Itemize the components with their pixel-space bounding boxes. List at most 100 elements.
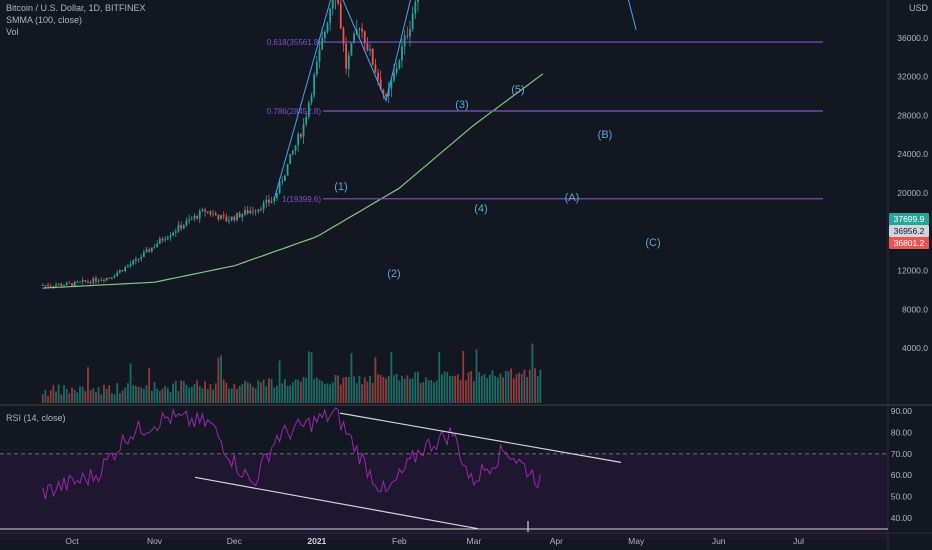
wave-label: (4) [474, 203, 487, 215]
candle-body [270, 201, 273, 203]
x-tick-label: Apr [550, 536, 563, 546]
volume-bar [105, 388, 108, 403]
candle-body [116, 272, 119, 276]
volume-bar [483, 374, 486, 403]
volume-bar [166, 387, 169, 403]
candle-body [196, 215, 198, 219]
candle-body [108, 277, 111, 279]
volume-bar [371, 382, 374, 403]
volume-bar [435, 380, 438, 403]
volume-bar [496, 377, 499, 403]
volume-bar [315, 377, 318, 403]
candle-body [377, 72, 379, 80]
candle-body [121, 270, 124, 272]
volume-bar [201, 388, 204, 403]
volume-bar [164, 385, 167, 403]
fib-level-label: 0.618(35561.8) [267, 38, 322, 47]
candle-body [95, 278, 97, 282]
volume-bar [536, 375, 539, 403]
volume-bar [100, 394, 103, 403]
volume-bar [47, 395, 49, 403]
volume-bar [79, 386, 81, 403]
candle-body [190, 218, 193, 220]
volume-bar [137, 386, 140, 403]
volume-bar [414, 372, 417, 403]
candle-body [331, 0, 334, 9]
volume-bar [111, 393, 113, 403]
candle-body [148, 249, 151, 252]
smma-legend: SMMA (100, close) [6, 15, 83, 25]
candle-body [390, 80, 393, 89]
candle-body [318, 49, 321, 62]
volume-bar [480, 375, 483, 403]
volume-bar [502, 377, 505, 403]
volume-bar [84, 391, 87, 403]
candle-body [222, 215, 225, 217]
volume-bar [321, 381, 324, 403]
volume-bar [361, 384, 363, 403]
volume-bar [350, 353, 353, 403]
candle-body [52, 285, 55, 287]
volume-bar [244, 380, 246, 403]
candle-body [103, 280, 105, 281]
volume-bar [534, 368, 536, 403]
wave-label: (5) [511, 84, 524, 96]
volume-bar [366, 381, 369, 403]
volume-bar [225, 382, 228, 403]
candle-body [417, 0, 419, 2]
volume-bar [254, 388, 257, 403]
candle-body [169, 235, 172, 238]
rsi-band [0, 453, 888, 540]
volume-bar [377, 374, 379, 403]
price-badge-2-bg [889, 225, 929, 237]
candle-body [339, 3, 342, 29]
volume-bar [523, 369, 526, 403]
candle-body [217, 215, 220, 220]
candle-body [79, 281, 81, 283]
volume-bar [265, 386, 268, 403]
candle-body [156, 243, 159, 247]
fib-level-label: 0.786(28452.8) [267, 107, 322, 116]
candle-body [403, 35, 406, 47]
volume-bar [249, 383, 252, 403]
volume-bar [182, 380, 185, 403]
volume-bar [313, 378, 316, 403]
volume-bar [393, 375, 395, 403]
candle-body [124, 267, 127, 272]
volume-bar [76, 392, 79, 403]
price-badge-2: 36956.2 [894, 226, 925, 236]
volume-bar [161, 388, 164, 403]
candle-body [236, 212, 238, 221]
candle-body [361, 28, 363, 32]
volume-bar [177, 391, 180, 403]
volume-bar [284, 379, 286, 403]
volume-bar [124, 387, 127, 403]
candle-body [393, 72, 395, 81]
volume-bar [158, 390, 161, 403]
candle-body [142, 252, 145, 258]
candle-body [68, 282, 71, 284]
price-badge-1-bg [889, 213, 929, 225]
wave-label: (2) [387, 268, 400, 280]
candle-body [268, 199, 270, 203]
candle-body [233, 216, 236, 221]
volume-bar [528, 369, 531, 403]
candle-body [111, 277, 113, 279]
volume-bar [510, 368, 513, 403]
volume-bar [212, 389, 214, 403]
y-tick-label: 28000.0 [897, 110, 928, 120]
candle-body [63, 285, 65, 286]
candle-body [212, 213, 214, 215]
volume-bar [504, 371, 507, 403]
rsi-tick-label: 40.00 [891, 513, 913, 523]
candle-body [150, 247, 153, 252]
candle-body [254, 211, 257, 213]
volume-bar [262, 379, 265, 403]
candle-body [374, 64, 377, 73]
volume-bar [142, 388, 145, 403]
volume-bar [494, 376, 497, 403]
volume-bar [342, 377, 345, 403]
volume-bar [430, 379, 433, 403]
volume-bar [385, 378, 387, 403]
